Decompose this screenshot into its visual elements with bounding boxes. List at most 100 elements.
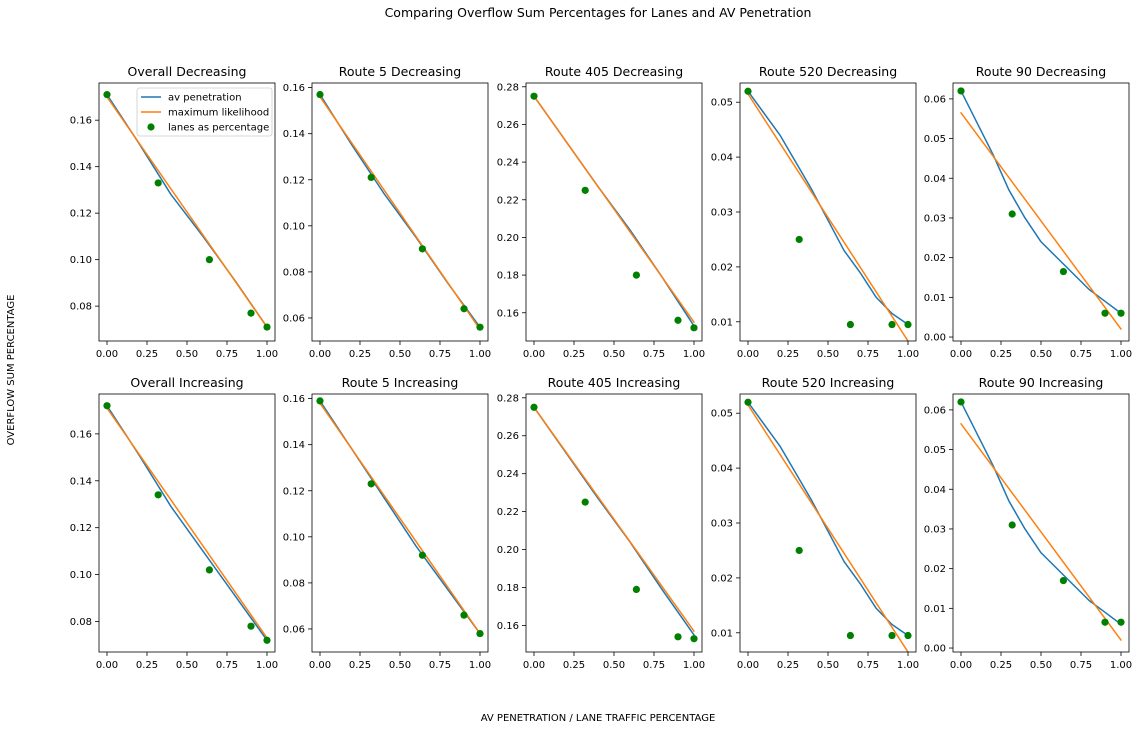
data-point-lanes-as-percentage xyxy=(263,636,271,644)
plot-area xyxy=(103,91,271,331)
x-tick-label: 0.25 xyxy=(990,349,1012,360)
data-point-lanes-as-percentage xyxy=(530,403,538,411)
y-tick-label: 0.14 xyxy=(70,162,92,173)
x-tick-label: 0.25 xyxy=(777,660,799,671)
series-line-maximum-likelihood xyxy=(533,95,695,323)
y-tick-label: 0.02 xyxy=(711,573,733,584)
data-point-lanes-as-percentage xyxy=(247,622,255,630)
series-line-av-penetration xyxy=(960,90,1122,314)
legend-box xyxy=(136,87,273,137)
data-point-lanes-as-percentage xyxy=(460,611,468,619)
y-tick-label: 0.12 xyxy=(70,523,92,534)
x-tick-label: 1.00 xyxy=(469,349,491,360)
data-point-lanes-as-percentage xyxy=(957,87,965,95)
y-tick-label: 0.08 xyxy=(283,267,305,278)
subplot-route-405-decreasing: Route 405 Decreasing 0.00 0.25 0.50 0.75 1.00… xyxy=(497,64,705,360)
figure-title: Comparing Overflow Sum Percentages for L… xyxy=(385,5,812,20)
axes-frame xyxy=(525,393,703,653)
y-tick-label: 0.02 xyxy=(924,564,946,575)
y-tick-label: 0.20 xyxy=(497,545,519,556)
y-tick-label: 0.01 xyxy=(924,293,946,304)
x-tick-label: 0.00 xyxy=(950,349,972,360)
data-point-lanes-as-percentage xyxy=(1008,210,1016,218)
legend-label-av-penetration: av penetration xyxy=(168,93,242,104)
plot-area xyxy=(316,90,484,331)
y-tick-label: 0.03 xyxy=(711,519,733,530)
subplot-grid: Overall Decreasing 0.00 0.25 0.50 0.75 1.00 0.… xyxy=(70,64,1132,671)
y-tick-label: 0.26 xyxy=(497,120,519,131)
plot-area xyxy=(957,87,1125,330)
subplot-title: Route 520 Increasing xyxy=(762,375,895,390)
data-point-lanes-as-percentage xyxy=(957,398,965,406)
axes-frame xyxy=(739,82,917,342)
y-tick-label: 0.16 xyxy=(70,116,92,127)
y-tick-label: 0.00 xyxy=(924,644,946,655)
x-tick-label: 0.75 xyxy=(216,349,238,360)
y-tick-label: 0.28 xyxy=(497,393,519,404)
x-tick-label: 0.00 xyxy=(96,660,118,671)
series-line-maximum-likelihood xyxy=(533,406,695,632)
axes-frame xyxy=(952,393,1130,653)
data-point-lanes-as-percentage xyxy=(846,320,855,329)
data-point-lanes-as-percentage xyxy=(1008,521,1016,529)
data-point-lanes-as-percentage xyxy=(1059,267,1067,276)
data-point-lanes-as-percentage xyxy=(263,323,271,331)
x-tick-label: 0.75 xyxy=(643,349,665,360)
y-tick-label: 0.08 xyxy=(70,302,92,313)
data-point-lanes-as-percentage xyxy=(247,309,255,317)
y-tick-label: 0.10 xyxy=(70,255,92,266)
y-tick-label: 0.10 xyxy=(283,532,305,543)
x-tick-label: 0.50 xyxy=(817,660,839,671)
data-point-lanes-as-percentage xyxy=(103,402,111,410)
series-line-maximum-likelihood xyxy=(106,96,268,328)
x-tick-label: 0.25 xyxy=(136,349,158,360)
data-point-lanes-as-percentage xyxy=(476,323,484,331)
y-tick-label: 0.16 xyxy=(283,83,305,94)
x-tick-label: 0.50 xyxy=(817,349,839,360)
y-tick-label: 0.06 xyxy=(283,624,305,635)
subplot-overall-decreasing: Overall Decreasing 0.00 0.25 0.50 0.75 1.00 0.… xyxy=(70,64,278,360)
y-tick-label: 0.08 xyxy=(70,617,92,628)
data-point-lanes-as-percentage xyxy=(888,631,896,640)
legend-label-maximum-likelihood: maximum likelihood xyxy=(168,108,269,119)
x-tick-label: 1.00 xyxy=(683,349,705,360)
y-tick-label: 0.16 xyxy=(497,308,519,319)
y-tick-label: 0.24 xyxy=(497,158,519,169)
subplot-title: Overall Increasing xyxy=(130,375,243,390)
y-tick-label: 0.00 xyxy=(924,333,946,344)
x-tick-label: 1.00 xyxy=(897,660,919,671)
x-tick-label: 1.00 xyxy=(1110,660,1132,671)
subplot-title: Route 520 Decreasing xyxy=(759,64,897,79)
data-point-lanes-as-percentage xyxy=(581,186,589,194)
x-tick-label: 0.00 xyxy=(737,349,759,360)
series-line-av-penetration xyxy=(319,93,481,328)
y-tick-label: 0.24 xyxy=(497,469,519,480)
y-tick-label: 0.06 xyxy=(924,405,946,416)
y-tick-label: 0.04 xyxy=(924,485,946,496)
data-point-lanes-as-percentage xyxy=(103,91,111,99)
legend-label-lanes-as-percentage: lanes as percentage xyxy=(168,123,269,134)
x-tick-label: 0.50 xyxy=(603,349,625,360)
data-point-lanes-as-percentage xyxy=(1059,576,1067,585)
plot-area xyxy=(744,398,912,652)
y-tick-label: 0.03 xyxy=(711,208,733,219)
data-point-lanes-as-percentage xyxy=(530,92,538,100)
legend: av penetration maximum likelihood lanes as… xyxy=(136,87,273,137)
y-tick-label: 0.14 xyxy=(70,476,92,487)
y-tick-label: 0.14 xyxy=(283,440,305,451)
x-tick-label: 0.25 xyxy=(563,349,585,360)
axes-frame xyxy=(98,82,276,342)
y-tick-label: 0.18 xyxy=(497,271,519,282)
subplot-route-405-increasing: Route 405 Increasing 0.00 0.25 0.50 0.75 1.00… xyxy=(497,375,705,671)
x-tick-label: 0.75 xyxy=(857,349,879,360)
data-point-lanes-as-percentage xyxy=(476,629,484,638)
y-tick-label: 0.02 xyxy=(924,253,946,264)
y-tick-label: 0.12 xyxy=(283,486,305,497)
series-line-av-penetration xyxy=(960,401,1122,625)
data-point-lanes-as-percentage xyxy=(1117,618,1125,626)
y-tick-label: 0.10 xyxy=(70,570,92,581)
subplot-route-5-decreasing: Route 5 Decreasing 0.00 0.25 0.50 0.75 1.00 0.… xyxy=(283,64,491,360)
y-tick-label: 0.06 xyxy=(924,94,946,105)
data-point-lanes-as-percentage xyxy=(904,631,912,640)
x-tick-label: 1.00 xyxy=(683,660,705,671)
